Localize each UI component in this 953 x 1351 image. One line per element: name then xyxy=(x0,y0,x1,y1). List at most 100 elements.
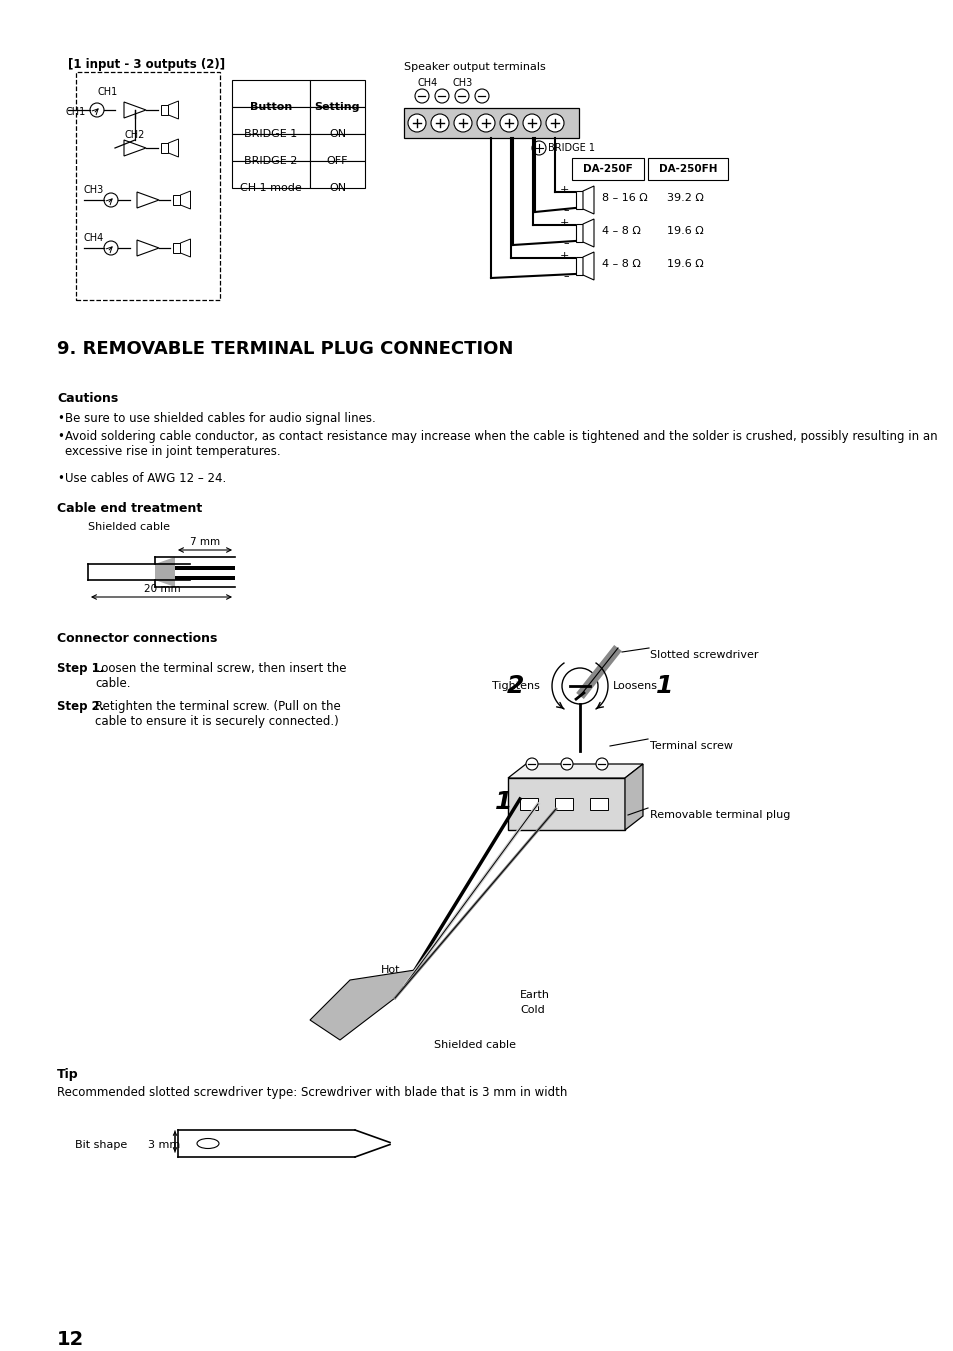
Text: Cable end treatment: Cable end treatment xyxy=(57,503,202,515)
Bar xyxy=(161,105,169,115)
Text: –: – xyxy=(563,205,568,215)
Bar xyxy=(232,80,310,107)
Text: Retighten the terminal screw. (Pull on the
cable to ensure it is securely connec: Retighten the terminal screw. (Pull on t… xyxy=(95,700,340,728)
Text: Removable terminal plug: Removable terminal plug xyxy=(649,811,789,820)
Bar xyxy=(310,80,365,107)
Circle shape xyxy=(104,193,118,207)
Circle shape xyxy=(104,240,118,255)
Bar xyxy=(174,576,234,580)
Text: Tightens: Tightens xyxy=(492,681,539,690)
Text: 2: 2 xyxy=(506,674,523,698)
Bar xyxy=(576,224,582,242)
Text: DA-250FH: DA-250FH xyxy=(659,163,717,174)
Bar xyxy=(572,158,643,180)
Bar xyxy=(310,107,365,134)
Text: –: – xyxy=(563,238,568,249)
Polygon shape xyxy=(310,970,415,1040)
Bar xyxy=(173,243,180,253)
Bar xyxy=(232,134,310,161)
Text: 9. REMOVABLE TERMINAL PLUG CONNECTION: 9. REMOVABLE TERMINAL PLUG CONNECTION xyxy=(57,340,513,358)
Circle shape xyxy=(561,667,598,704)
Circle shape xyxy=(596,758,607,770)
Text: ON: ON xyxy=(329,182,346,193)
Text: Bit shape: Bit shape xyxy=(75,1140,127,1150)
Circle shape xyxy=(408,113,426,132)
Text: 19.6 Ω: 19.6 Ω xyxy=(666,259,703,269)
Bar xyxy=(232,107,310,134)
Circle shape xyxy=(545,113,563,132)
Text: DA-250F: DA-250F xyxy=(582,163,632,174)
Circle shape xyxy=(522,113,540,132)
Polygon shape xyxy=(154,557,174,586)
Text: •: • xyxy=(57,471,64,485)
Text: Loosen the terminal screw, then insert the
cable.: Loosen the terminal screw, then insert t… xyxy=(95,662,346,690)
Text: 12: 12 xyxy=(57,1329,84,1350)
Circle shape xyxy=(475,89,489,103)
Text: Step 1.: Step 1. xyxy=(57,662,104,676)
Text: BRIDGE 1: BRIDGE 1 xyxy=(244,128,297,139)
Text: Tip: Tip xyxy=(57,1069,78,1081)
Text: Setting: Setting xyxy=(314,101,360,112)
Text: Cautions: Cautions xyxy=(57,392,118,405)
Text: CH2: CH2 xyxy=(125,130,145,141)
Text: 19.6 Ω: 19.6 Ω xyxy=(666,226,703,236)
Text: BRIDGE 1: BRIDGE 1 xyxy=(547,143,595,153)
Text: •: • xyxy=(57,430,64,443)
Bar xyxy=(589,798,607,811)
Polygon shape xyxy=(137,240,159,255)
Polygon shape xyxy=(169,139,178,157)
Text: Earth: Earth xyxy=(519,990,550,1000)
Circle shape xyxy=(90,103,104,118)
Polygon shape xyxy=(124,101,146,118)
Text: 8 – 16 Ω: 8 – 16 Ω xyxy=(601,193,647,203)
Bar xyxy=(76,72,220,300)
Ellipse shape xyxy=(196,1139,219,1148)
Text: 39.2 Ω: 39.2 Ω xyxy=(666,193,703,203)
Text: 4 – 8 Ω: 4 – 8 Ω xyxy=(601,259,640,269)
Circle shape xyxy=(525,758,537,770)
Bar xyxy=(647,158,727,180)
Text: CH 1 mode: CH 1 mode xyxy=(240,182,301,193)
Polygon shape xyxy=(507,765,642,778)
Text: 7 mm: 7 mm xyxy=(190,536,220,547)
Text: CH1: CH1 xyxy=(98,86,118,97)
Text: Recommended slotted screwdriver type: Screwdriver with blade that is 3 mm in wid: Recommended slotted screwdriver type: Sc… xyxy=(57,1086,567,1098)
Polygon shape xyxy=(137,192,159,208)
Text: 3 mm: 3 mm xyxy=(148,1140,180,1150)
Text: Shielded cable: Shielded cable xyxy=(434,1040,516,1050)
Text: BRIDGE 2: BRIDGE 2 xyxy=(244,155,297,166)
Polygon shape xyxy=(582,253,594,280)
Text: +: + xyxy=(559,251,568,261)
Text: CH4: CH4 xyxy=(417,78,437,88)
Text: 4 – 8 Ω: 4 – 8 Ω xyxy=(601,226,640,236)
Bar xyxy=(310,161,365,188)
Bar xyxy=(576,190,582,209)
Text: Button: Button xyxy=(250,101,292,112)
Text: CH3: CH3 xyxy=(84,185,104,195)
Bar xyxy=(174,566,234,570)
Polygon shape xyxy=(582,186,594,213)
Bar xyxy=(310,134,365,161)
Polygon shape xyxy=(582,219,594,247)
Circle shape xyxy=(455,89,469,103)
Text: Speaker output terminals: Speaker output terminals xyxy=(403,62,545,72)
Text: CH1: CH1 xyxy=(66,107,86,118)
Polygon shape xyxy=(624,765,642,830)
Polygon shape xyxy=(169,101,178,119)
Bar xyxy=(173,195,180,205)
Bar xyxy=(403,108,578,138)
Circle shape xyxy=(532,141,545,155)
Circle shape xyxy=(435,89,449,103)
Bar xyxy=(232,161,310,188)
Text: 20 mm: 20 mm xyxy=(144,584,180,594)
Polygon shape xyxy=(124,141,146,155)
Circle shape xyxy=(499,113,517,132)
Text: Connector connections: Connector connections xyxy=(57,632,217,644)
Bar xyxy=(519,798,537,811)
Text: Hot: Hot xyxy=(380,965,399,975)
Circle shape xyxy=(476,113,495,132)
Text: Avoid soldering cable conductor, as contact resistance may increase when the cab: Avoid soldering cable conductor, as cont… xyxy=(65,430,937,458)
Text: +: + xyxy=(559,185,568,195)
Text: +: + xyxy=(559,218,568,228)
Circle shape xyxy=(431,113,449,132)
